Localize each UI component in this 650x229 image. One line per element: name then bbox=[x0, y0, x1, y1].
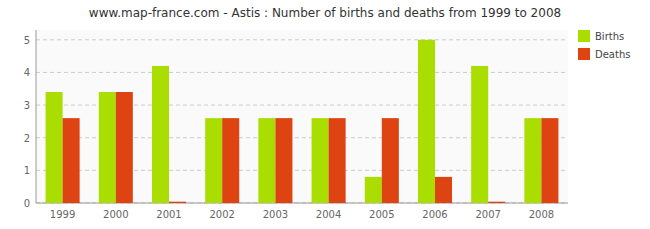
x-tick-label: 2005 bbox=[369, 209, 394, 220]
bars bbox=[46, 40, 559, 203]
bar bbox=[258, 118, 275, 203]
x-tick-label: 1999 bbox=[50, 209, 75, 220]
x-tick-label: 2002 bbox=[209, 209, 234, 220]
bar bbox=[524, 118, 541, 203]
bar bbox=[541, 118, 558, 203]
y-tick-label: 4 bbox=[24, 67, 30, 78]
x-tick-label: 2006 bbox=[422, 209, 447, 220]
plot-background bbox=[36, 30, 568, 203]
bar bbox=[222, 118, 239, 203]
chart: www.map-france.com - Astis : Number of b… bbox=[0, 0, 650, 229]
bar bbox=[46, 92, 63, 203]
bar bbox=[169, 202, 186, 203]
bar bbox=[365, 177, 382, 203]
legend-swatch bbox=[578, 30, 590, 42]
bar bbox=[63, 118, 80, 203]
x-axis: 1999 2000 2001 2002 2003 2004 2005 2006 2007 2008 bbox=[50, 209, 554, 220]
x-tick-label: 2004 bbox=[316, 209, 341, 220]
y-axis-line bbox=[36, 30, 37, 203]
bar bbox=[418, 40, 435, 203]
x-tick-label: 2003 bbox=[263, 209, 288, 220]
bar bbox=[275, 118, 292, 203]
title: www.map-france.com - Astis : Number of b… bbox=[89, 6, 561, 20]
x-tick-label: 2000 bbox=[103, 209, 128, 220]
x-tick-label: 2007 bbox=[475, 209, 500, 220]
y-tick-label: 0 bbox=[24, 198, 30, 209]
bar bbox=[312, 118, 329, 203]
y-tick-label: 5 bbox=[24, 35, 30, 46]
y-tick-label: 2 bbox=[24, 133, 30, 144]
y-axis: 0 1 2 3 4 5 bbox=[24, 30, 36, 209]
legend: Births Deaths bbox=[578, 30, 630, 60]
y-tick-label: 1 bbox=[24, 165, 30, 176]
bar bbox=[99, 92, 116, 203]
bar bbox=[116, 92, 133, 203]
y-tick-label: 3 bbox=[24, 100, 30, 111]
bar bbox=[152, 66, 169, 203]
series bbox=[46, 40, 542, 203]
x-tick-label: 2008 bbox=[529, 209, 554, 220]
bar bbox=[488, 202, 505, 203]
x-tick-label: 2001 bbox=[156, 209, 181, 220]
series bbox=[63, 92, 559, 203]
grid-line bbox=[36, 39, 568, 40]
chart-container: www.map-france.com - Astis : Number of b… bbox=[0, 0, 650, 229]
bar bbox=[471, 66, 488, 203]
bar bbox=[205, 118, 222, 203]
bar bbox=[329, 118, 346, 203]
bar bbox=[435, 177, 452, 203]
legend-swatch bbox=[578, 48, 590, 60]
legend-label: Births bbox=[595, 31, 624, 42]
legend-label: Deaths bbox=[595, 49, 630, 60]
bar bbox=[382, 118, 399, 203]
grid bbox=[36, 40, 568, 203]
grid-line bbox=[36, 72, 568, 73]
